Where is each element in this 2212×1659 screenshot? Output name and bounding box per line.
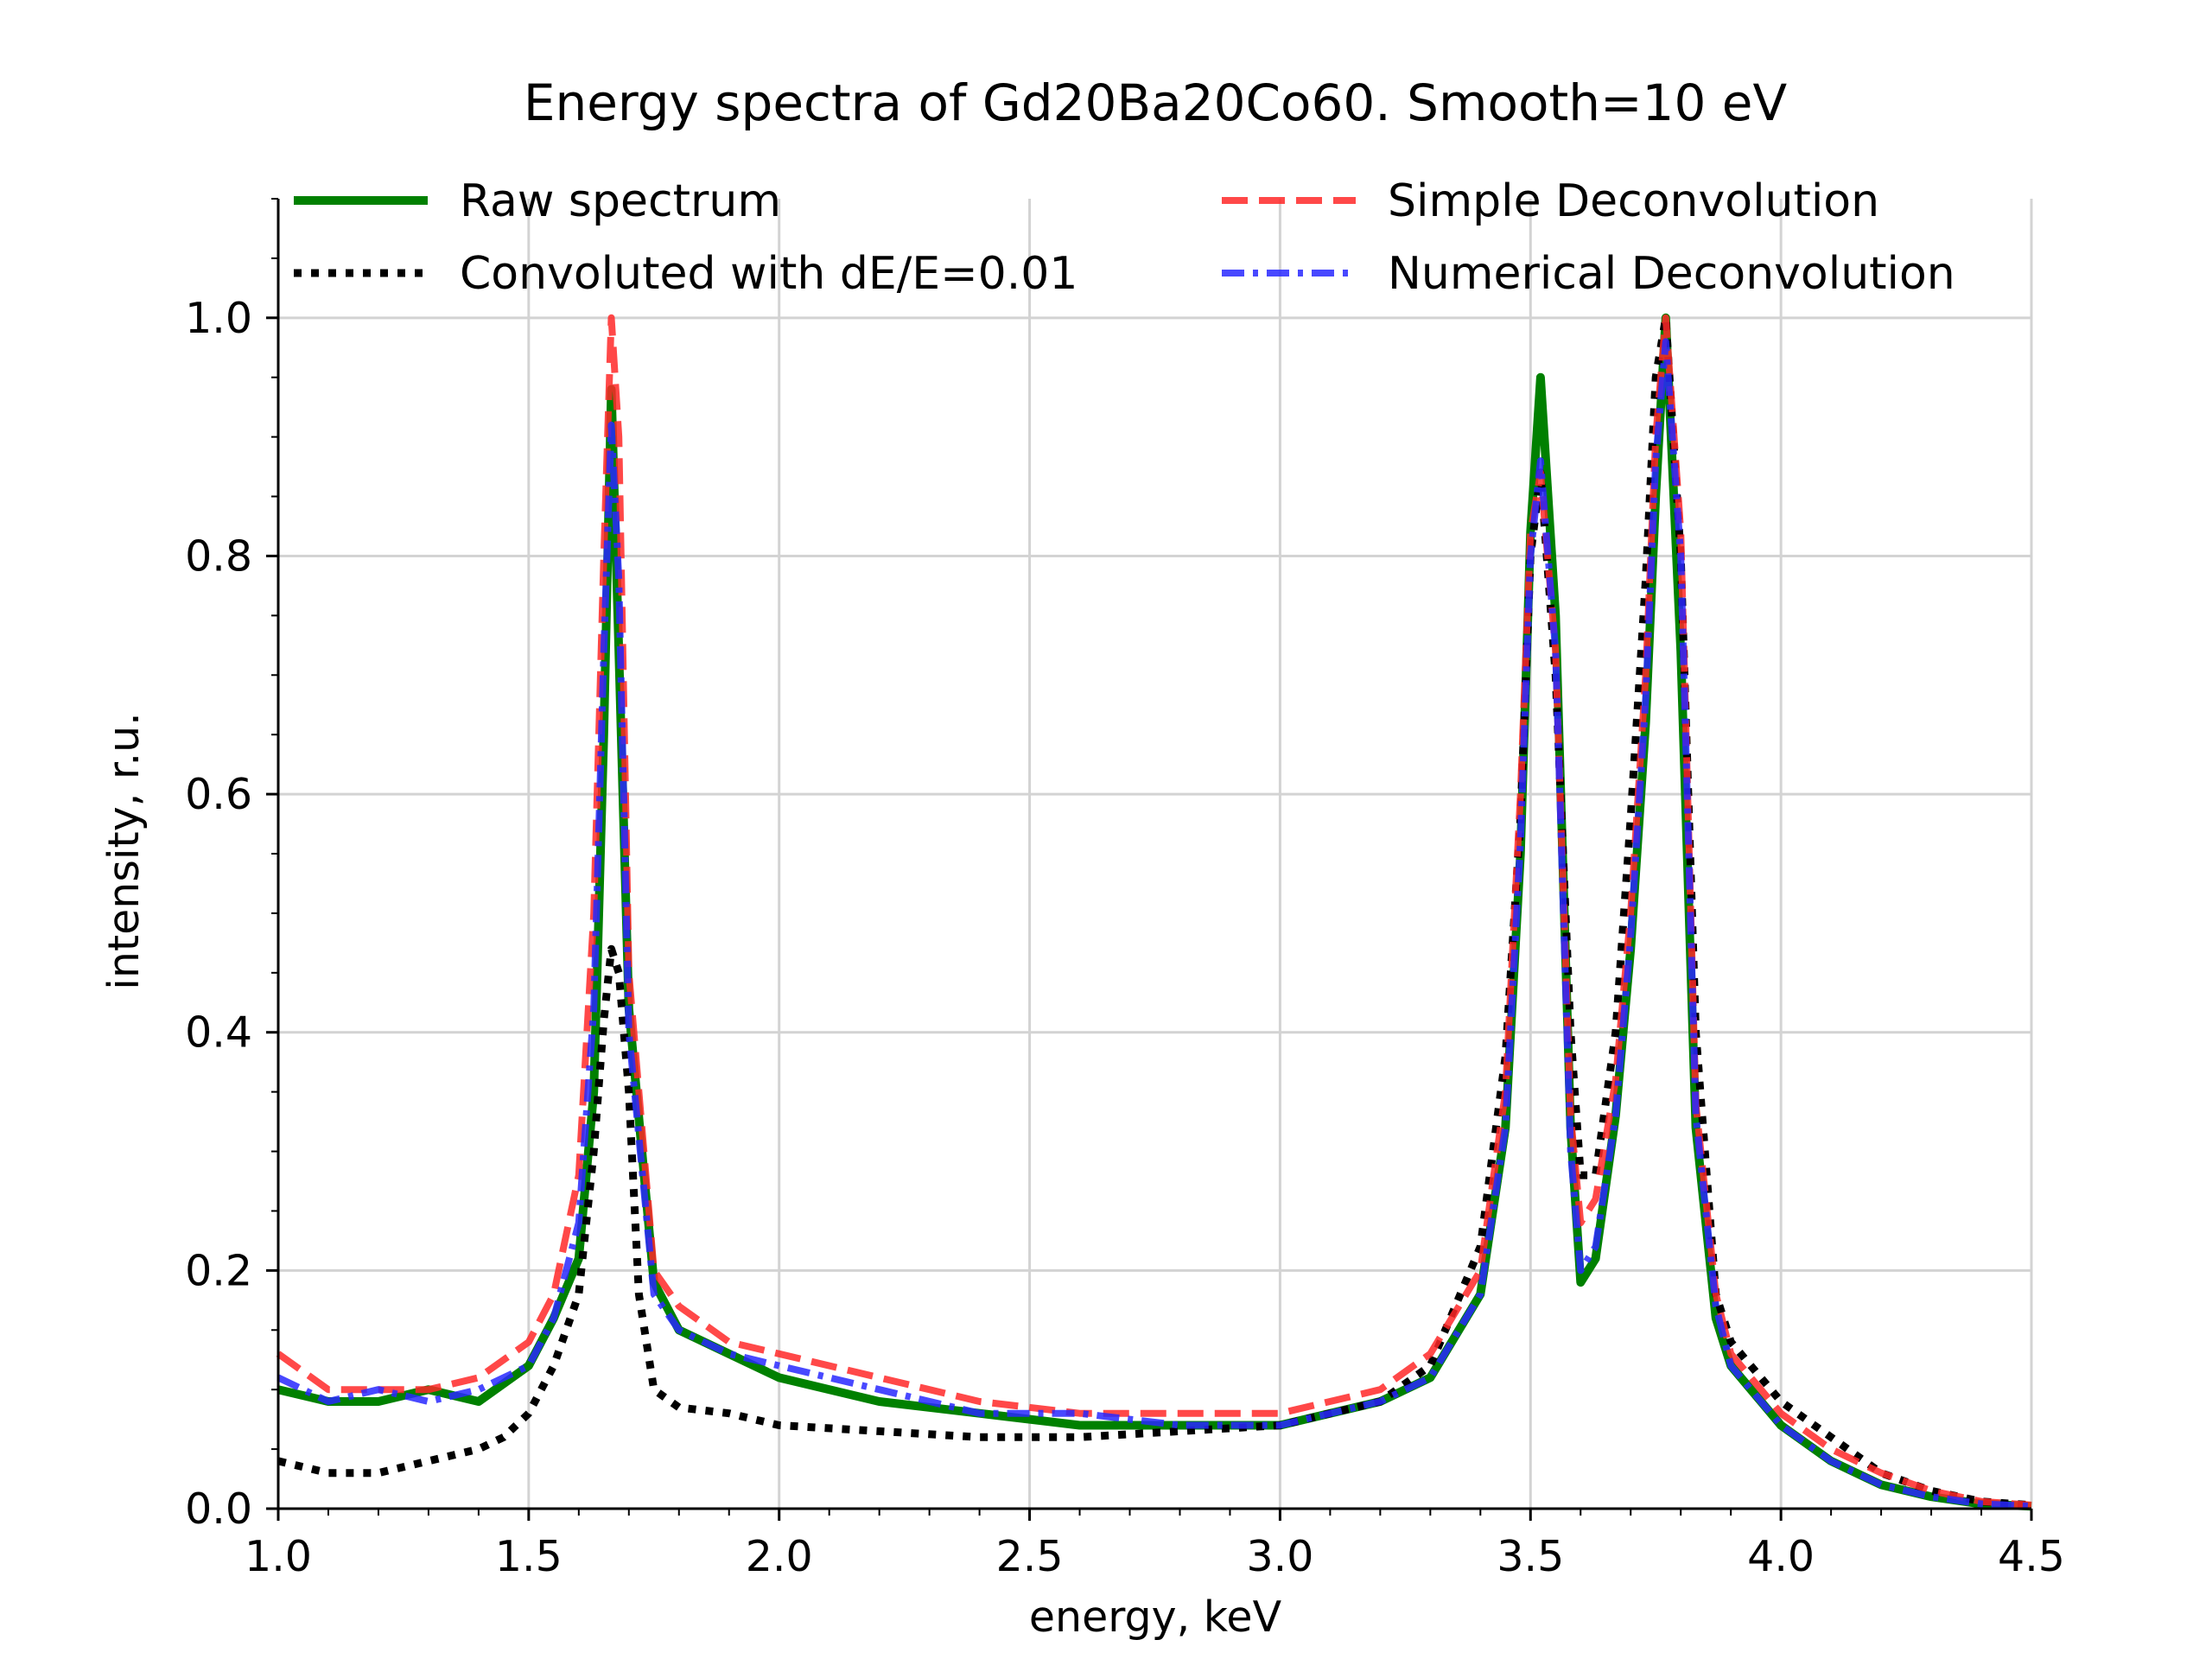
legend-label: Numerical Deconvolution [1388, 248, 1955, 300]
y-tick-label: 0.2 [185, 1246, 252, 1295]
x-tick-label: 4.0 [1747, 1532, 1815, 1581]
legend-label: Raw spectrum [460, 175, 781, 227]
chart-title: Energy spectra of Gd20Ba20Co60. Smooth=1… [524, 73, 1788, 132]
x-tick-label: 1.0 [245, 1532, 312, 1581]
tick-labels: 1.0 1.5 2.0 2.5 3.0 3.5 4.0 4.5 0.0 0.2 0.4 0.6 0.8 1… [185, 294, 2065, 1581]
x-tick-label: 3.5 [1497, 1532, 1564, 1581]
legend-label: Convoluted with dE/E=0.01 [460, 248, 1077, 300]
y-tick-label: 0.4 [185, 1008, 252, 1058]
y-axis-label: intensity, r.u. [99, 712, 149, 989]
y-tick-label: 0.6 [185, 770, 252, 819]
y-tick-label: 1.0 [185, 294, 252, 343]
y-tick-label: 0.8 [185, 531, 252, 581]
x-tick-label: 3.0 [1246, 1532, 1313, 1581]
x-tick-label: 1.5 [495, 1532, 563, 1581]
series-line-1 [276, 314, 2032, 1510]
x-tick-label: 4.5 [1998, 1532, 2065, 1581]
series-line-3 [276, 338, 2032, 1510]
series-line-2 [276, 314, 2032, 1509]
x-tick-label: 2.5 [996, 1532, 1064, 1581]
x-tick-label: 2.0 [746, 1532, 813, 1581]
legend: Raw spectrum Convoluted with dE/E=0.01 Sim… [294, 175, 1955, 300]
tick-marks [266, 198, 2033, 1521]
series-lines [276, 313, 2032, 1511]
y-tick-label: 0.0 [185, 1484, 252, 1534]
legend-label: Simple Deconvolution [1388, 175, 1879, 227]
x-axis-label: energy, keV [1029, 1592, 1282, 1642]
